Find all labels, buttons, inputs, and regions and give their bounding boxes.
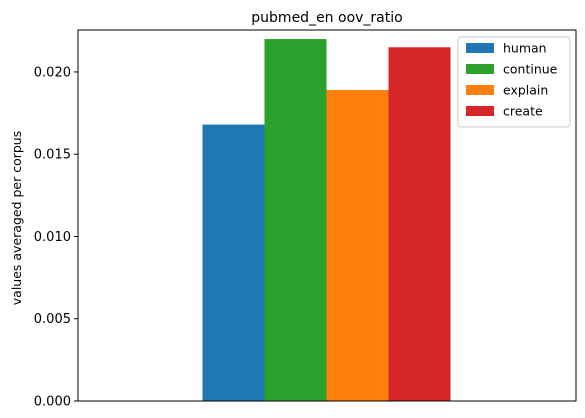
bar-create	[388, 47, 451, 402]
legend-label-explain: explain	[503, 83, 548, 98]
legend: human continue explain create	[457, 36, 571, 128]
plot-frame	[77, 29, 577, 402]
legend-swatch-explain	[466, 85, 494, 95]
y-tick-label: 0.015	[34, 148, 71, 163]
legend-label-human: human	[503, 41, 547, 56]
legend-swatch-human	[466, 43, 494, 53]
y-tick-label: 0.005	[34, 312, 71, 327]
y-tick-label: 0.000	[34, 395, 71, 410]
bar-explain	[326, 90, 389, 401]
bar-continue	[264, 39, 327, 402]
legend-box	[457, 36, 571, 128]
y-tick-label: 0.020	[34, 65, 71, 80]
legend-label-continue: continue	[503, 62, 558, 77]
y-axis-label: values averaged per corpus	[9, 131, 24, 305]
y-axis: 0.000 0.005 0.010 0.015 0.020	[34, 65, 78, 410]
bar-human	[202, 124, 265, 401]
legend-swatch-create	[466, 106, 494, 116]
chart-title: pubmed_en oov_ratio	[251, 10, 402, 26]
legend-label-create: create	[503, 104, 543, 119]
bars-group	[202, 39, 451, 402]
legend-swatch-continue	[466, 64, 494, 74]
y-tick-label: 0.010	[34, 230, 71, 245]
